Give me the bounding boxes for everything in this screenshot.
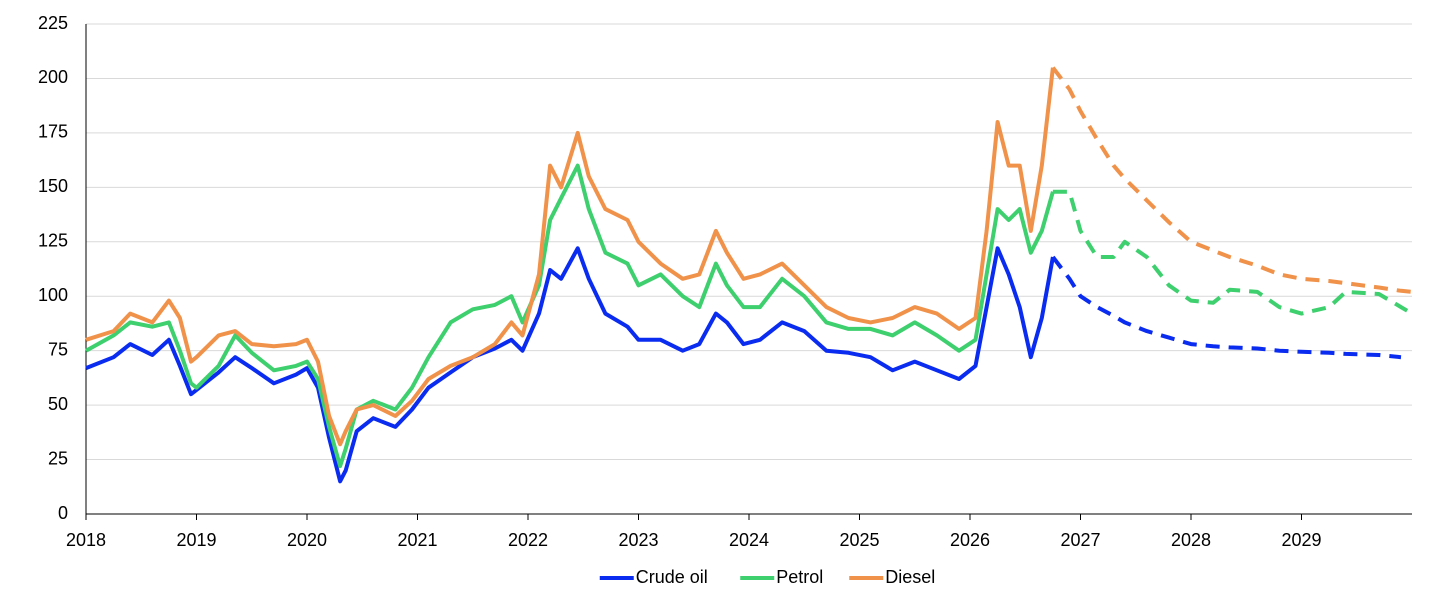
- x-tick-label: 2029: [1281, 530, 1321, 550]
- legend-label: Petrol: [776, 567, 823, 587]
- legend-label: Diesel: [885, 567, 935, 587]
- y-tick-label: 150: [38, 176, 68, 196]
- y-tick-label: 100: [38, 285, 68, 305]
- x-tick-label: 2024: [729, 530, 769, 550]
- y-tick-label: 175: [38, 122, 68, 142]
- x-tick-label: 2025: [839, 530, 879, 550]
- x-tick-label: 2020: [287, 530, 327, 550]
- x-tick-label: 2026: [950, 530, 990, 550]
- series-line: [85, 163, 1055, 469]
- y-tick-label: 125: [38, 231, 68, 251]
- x-tick-label: 2019: [176, 530, 216, 550]
- y-tick-label: 25: [48, 448, 68, 468]
- series-line: [85, 246, 1055, 484]
- x-tick-label: 2028: [1171, 530, 1211, 550]
- y-tick-label: 75: [48, 339, 68, 359]
- y-tick-label: 200: [38, 67, 68, 87]
- x-tick-label: 2022: [508, 530, 548, 550]
- series-line: [85, 67, 1055, 447]
- x-tick-label: 2018: [66, 530, 106, 550]
- x-tick-label: 2021: [397, 530, 437, 550]
- y-tick-label: 225: [38, 13, 68, 33]
- x-tick-label: 2027: [1060, 530, 1100, 550]
- forecast-line: [1051, 255, 1402, 360]
- y-tick-label: 50: [48, 394, 68, 414]
- legend-label: Crude oil: [636, 567, 708, 587]
- y-tick-label: 0: [58, 503, 68, 523]
- x-tick-label: 2023: [618, 530, 658, 550]
- forecast-line: [1052, 189, 1414, 316]
